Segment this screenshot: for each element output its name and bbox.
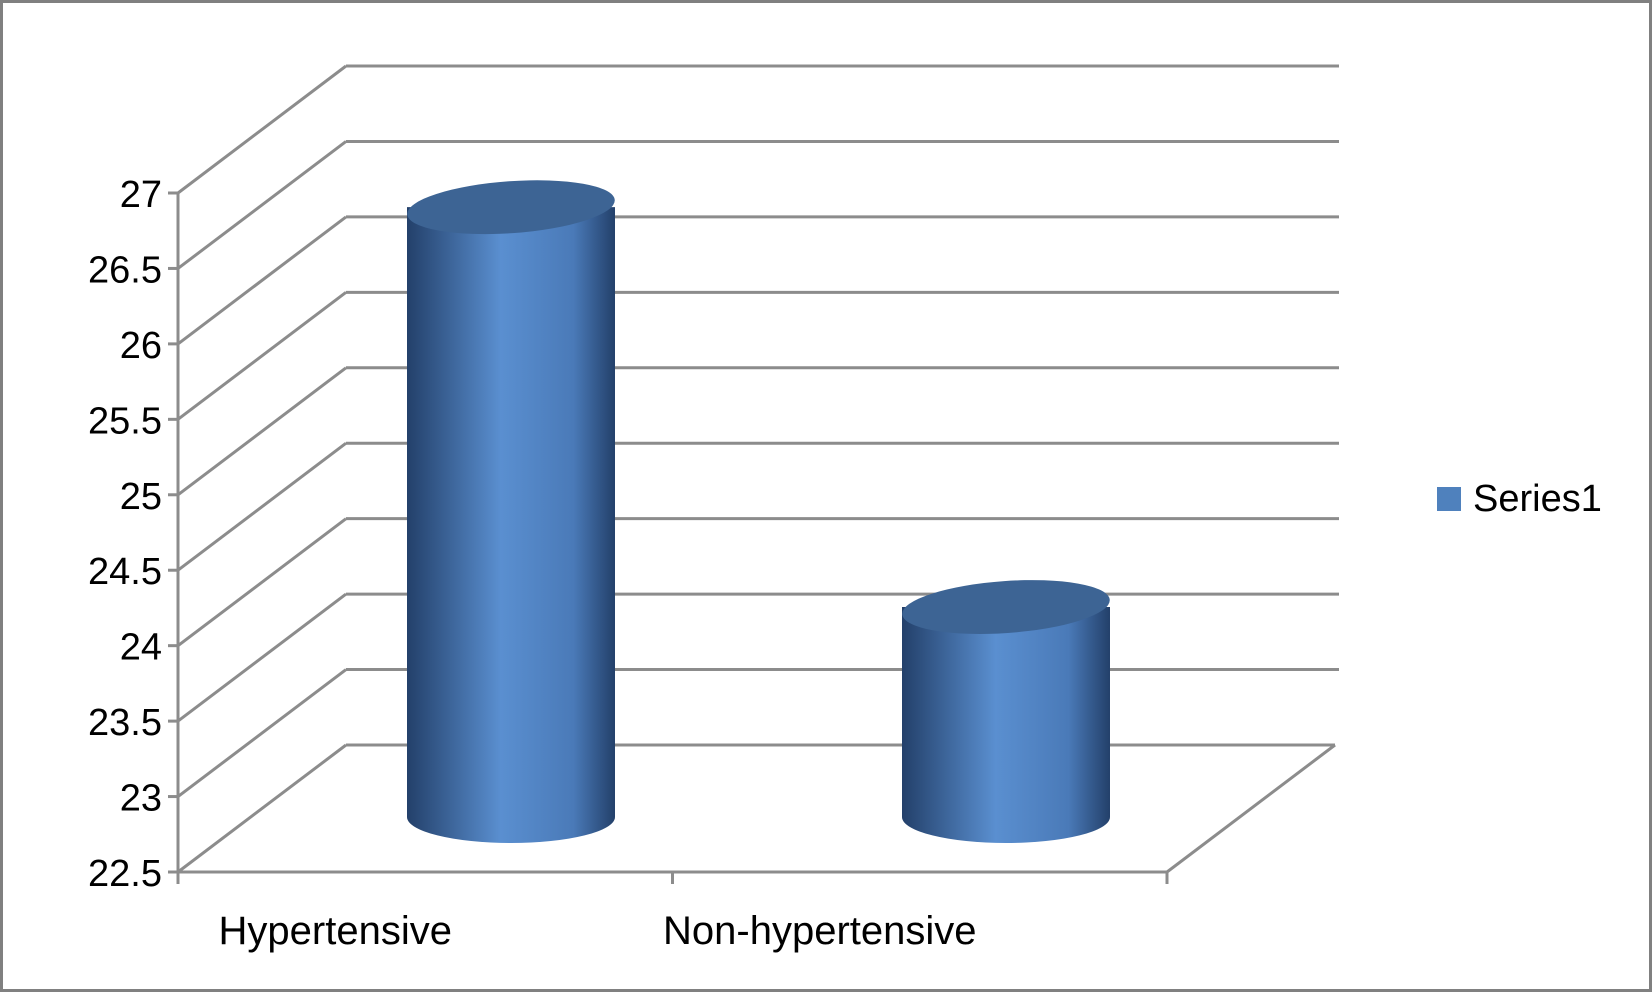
side-wall-line [177, 517, 347, 647]
legend-label: Series1 [1473, 478, 1602, 520]
side-wall-line [177, 668, 347, 798]
cylinder-bar-chart: 22.5 23 23.5 24 24.5 25 25.5 26 26.5 27 Hypertens… [88, 64, 1602, 953]
y-tick-label: 27 [120, 174, 162, 216]
bars [407, 180, 1110, 843]
y-tick-label: 25 [120, 476, 162, 518]
legend: Series1 [1437, 478, 1602, 520]
bar-body [902, 607, 1110, 843]
legend-swatch [1437, 487, 1461, 511]
bar-top [407, 180, 615, 235]
bar-hypertensive [407, 180, 615, 843]
side-wall-line [177, 291, 347, 421]
floor-right-edge [1166, 743, 1336, 874]
side-wall-line [177, 442, 347, 572]
side-wall-line [177, 743, 347, 874]
gridlines [176, 64, 1339, 884]
x-category-label: Hypertensive [219, 909, 452, 953]
x-category-label: Non-hypertensive [663, 909, 977, 953]
y-tick-label: 24.5 [88, 551, 162, 593]
side-wall-line [177, 215, 347, 346]
y-tick-label: 23 [120, 778, 162, 820]
y-tick-label: 24 [120, 627, 162, 669]
y-tick-label: 26 [120, 325, 162, 367]
y-tick-label: 25.5 [88, 400, 162, 442]
y-tick-label: 26.5 [88, 249, 162, 291]
side-wall-line [177, 64, 347, 195]
bar-body [407, 207, 615, 843]
side-wall-line [177, 592, 347, 723]
y-axis-ticks: 22.5 23 23.5 24 24.5 25 25.5 26 26.5 27 [88, 174, 178, 895]
bar-non-hypertensive [902, 580, 1110, 843]
y-tick-label: 22.5 [88, 853, 162, 895]
side-wall-line [177, 140, 347, 270]
x-axis-labels: Hypertensive Non-hypertensive [219, 909, 977, 953]
side-wall-line [177, 366, 347, 496]
y-tick-label: 23.5 [88, 702, 162, 744]
bar-top [902, 580, 1110, 634]
